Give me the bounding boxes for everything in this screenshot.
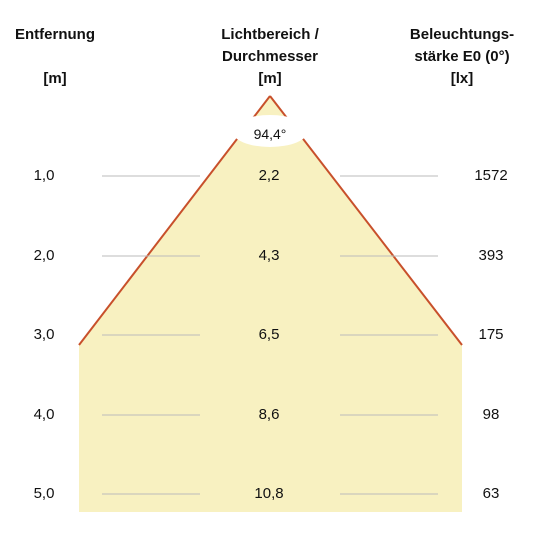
angle-label-background (232, 115, 308, 147)
illuminance-value: 1572 (474, 167, 508, 184)
diameter-header-line2: Durchmesser (222, 48, 318, 65)
distance-value: 3,0 (33, 326, 55, 343)
illuminance-value: 175 (478, 326, 504, 343)
distance-value: 5,0 (33, 485, 55, 502)
diameter-value: 10,8 (254, 485, 284, 502)
beam-angle-label: 94,4° (253, 126, 287, 142)
distance-value: 2,0 (33, 247, 55, 264)
diameter-value: 8,6 (258, 406, 280, 423)
diameter-value: 6,5 (258, 326, 280, 343)
illuminance-value: 393 (478, 247, 504, 264)
illuminance-header-unit: [lx] (450, 70, 474, 87)
diameter-value: 2,2 (258, 167, 280, 184)
distance-value: 1,0 (33, 167, 55, 184)
diameter-header: Lichtbereich / Durchmesser [m] (200, 24, 340, 90)
distance-value: 4,0 (33, 406, 55, 423)
diameter-header-line1: Lichtbereich / (221, 26, 319, 43)
diameter-header-unit: [m] (258, 70, 282, 87)
distance-grid-lines (102, 175, 438, 495)
illuminance-value: 98 (482, 406, 500, 423)
illuminance-header-line1: Beleuchtungs- (409, 26, 515, 43)
distance-header: Entfernung [m] (10, 24, 100, 90)
distance-header-title: Entfernung (15, 26, 95, 43)
illuminance-value: 63 (482, 485, 500, 502)
distance-header-unit: [m] (43, 70, 67, 87)
illuminance-header: Beleuchtungs- stärke E0 (0°) [lx] (392, 24, 532, 90)
diameter-value: 4,3 (258, 247, 280, 264)
light-cone-fill (79, 96, 462, 512)
illuminance-header-line2: stärke E0 (0°) (414, 48, 510, 65)
